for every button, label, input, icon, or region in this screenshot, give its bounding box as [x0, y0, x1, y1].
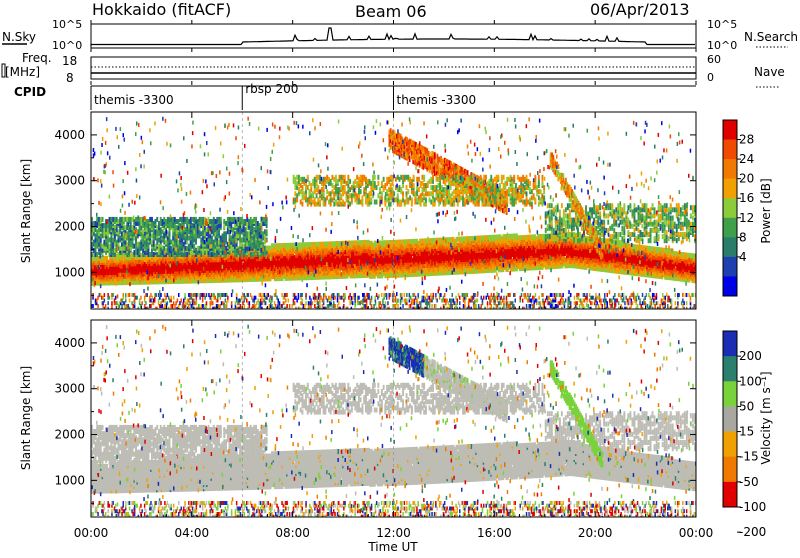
nsky-label: N.Sky	[2, 30, 36, 44]
x-tick-label: 20:00	[578, 526, 613, 540]
power-ylabel: Slant Range [km]	[19, 159, 33, 263]
colorbar-swatch	[723, 198, 737, 218]
freq-bracket	[2, 64, 5, 77]
cpid-segment-label: rbsp 200	[245, 82, 298, 96]
colorbar-swatch	[723, 140, 737, 160]
colorbar-swatch	[723, 159, 737, 179]
freq-unit-label: [MHz]	[5, 65, 40, 79]
x-tick-label: 12:00	[376, 526, 411, 540]
nsky-tick-top: 10^5	[52, 18, 82, 31]
velocity-ylabel: Slant Range [km]	[19, 366, 33, 470]
colorbar-swatch	[723, 257, 737, 277]
colorbar-tick: 24	[739, 152, 754, 166]
colorbar-swatch	[723, 237, 737, 257]
colorbar-tick: 50	[739, 399, 754, 413]
nave-tick-top: 60	[707, 53, 721, 66]
x-tick-label: 08:00	[275, 526, 310, 540]
y-tick-label: 1000	[54, 473, 85, 487]
nsearch-tick-top: 10^5	[707, 18, 737, 31]
freq-panel	[91, 57, 696, 79]
cpid-segment-label: themis -3300	[94, 93, 174, 107]
colorbar-swatch	[723, 276, 737, 296]
colorbar-swatch	[723, 457, 737, 483]
colorbar-tick: 4	[739, 250, 747, 264]
station-title: Hokkaido (fitACF)	[92, 0, 231, 19]
colorbar-tick: 8	[739, 230, 747, 244]
freq-tick-bottom: 8	[66, 71, 74, 85]
x-tick-label: 00:00	[74, 526, 109, 540]
freq-tick-top: 18	[62, 54, 77, 68]
colorbar-tick: 20	[739, 172, 754, 186]
colorbar-tick: 28	[739, 133, 754, 147]
nsky-tick-bottom: 10^0	[52, 39, 82, 52]
colorbar-swatch	[723, 120, 737, 140]
cpid-segment-label: themis -3300	[397, 93, 477, 107]
colorbar-swatch	[723, 331, 737, 357]
power-colorbar-label: Power [dB]	[759, 178, 773, 243]
colorbar-swatch	[723, 356, 737, 382]
velocity-colorbar-label: Velocity [m s⁻¹]	[759, 371, 773, 464]
x-tick-label: 00:00	[679, 526, 714, 540]
colorbar-swatch	[723, 218, 737, 238]
nsky-trace	[91, 28, 695, 46]
colorbar-swatch	[723, 432, 737, 458]
y-tick-label: 2000	[54, 428, 85, 442]
colorbar-tick: -100	[739, 500, 766, 514]
colorbar-swatch	[723, 406, 737, 432]
colorbar-swatch	[723, 381, 737, 407]
colorbar-tick: -50	[739, 475, 759, 489]
y-tick-label: 4000	[54, 128, 85, 142]
colorbar-swatch	[723, 179, 737, 199]
nsearch-label: N.Search	[744, 30, 798, 44]
time-axis-label: Time UT	[367, 540, 418, 554]
nave-label: Nave	[754, 65, 785, 79]
nave-tick-bottom: 0	[707, 71, 714, 84]
colorbar-tick: -15	[739, 450, 759, 464]
power-colorbar: 28 24 20 16 12 8 4	[723, 120, 754, 297]
colorbar-swatch	[723, 482, 737, 508]
y-tick-label: 3000	[54, 174, 85, 188]
y-tick-label: 2000	[54, 220, 85, 234]
x-tick-label: 04:00	[175, 526, 210, 540]
colorbar-tick: 16	[739, 191, 754, 205]
x-tick-label: 16:00	[477, 526, 512, 540]
colorbar-tick: 200	[739, 349, 762, 363]
colorbar-tick: 15	[739, 425, 754, 439]
colorbar-tick: -200	[739, 525, 766, 539]
y-tick-label: 4000	[54, 336, 85, 350]
cpid-label: CPID	[14, 85, 46, 99]
colorbar-tick: 12	[739, 211, 754, 225]
y-tick-label: 1000	[54, 265, 85, 279]
nsearch-tick-bottom: 10^0	[707, 39, 737, 52]
date-title: 06/Apr/2013	[590, 0, 690, 19]
freq-label: Freq.	[22, 51, 52, 65]
beam-title: Beam 06	[355, 2, 427, 21]
y-tick-label: 3000	[54, 382, 85, 396]
